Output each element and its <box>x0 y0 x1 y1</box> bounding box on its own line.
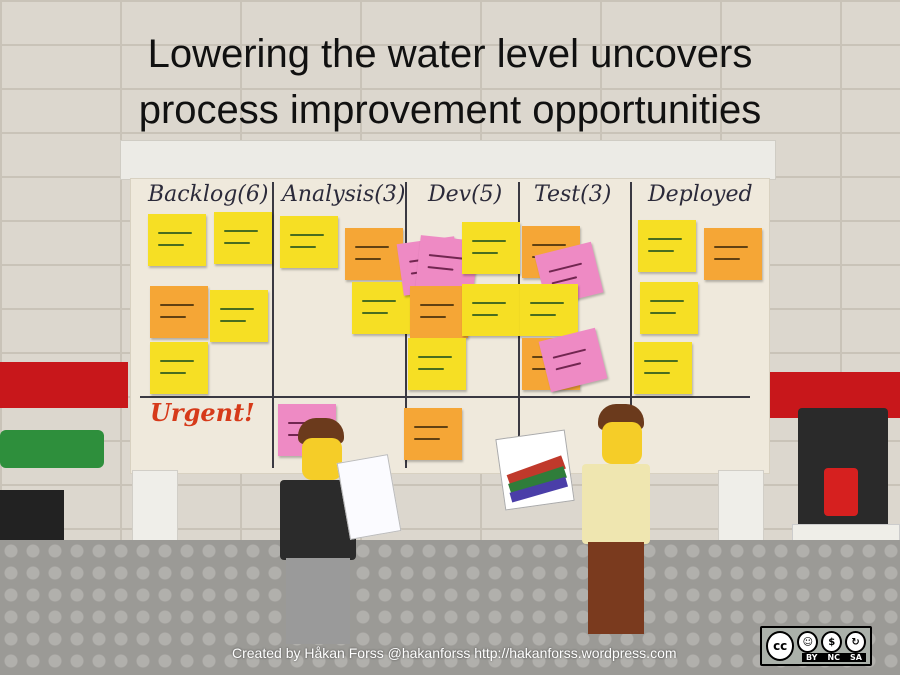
sticky-note <box>634 342 692 394</box>
cc-label-nc: NC <box>827 653 841 662</box>
sticky-note <box>150 286 208 338</box>
sticky-note <box>462 222 520 274</box>
column-header-dev: Dev(5) <box>428 182 503 207</box>
sa-icon: ↻ <box>845 631 866 653</box>
sticky-note <box>638 220 696 272</box>
cc-logo-icon: cc <box>766 631 795 661</box>
cc-label-sa: SA <box>850 653 862 662</box>
minifigure-head <box>302 438 342 480</box>
sticky-note <box>704 228 762 280</box>
minifigure-head <box>602 422 642 464</box>
sticky-note <box>408 338 466 390</box>
sticky-note <box>210 290 268 342</box>
title-line-1: Lowering the water level uncovers <box>147 32 753 76</box>
handheld-chart-card <box>495 429 575 511</box>
column-divider <box>630 182 632 468</box>
sticky-note <box>214 212 272 264</box>
urgent-lane-label: Urgent! <box>150 398 255 427</box>
minifigure-legs <box>286 558 350 644</box>
sticky-note <box>640 282 698 334</box>
sticky-note <box>352 282 410 334</box>
red-cup <box>824 468 858 516</box>
sticky-note <box>404 408 462 460</box>
red-wall-stripe <box>0 362 128 408</box>
cc-label-by: BY <box>806 653 818 662</box>
green-lego-plate <box>0 430 104 468</box>
column-header-test: Test(3) <box>534 182 612 207</box>
by-icon: ☺ <box>797 631 819 653</box>
sticky-note <box>150 342 208 394</box>
sticky-note <box>345 228 403 280</box>
sticky-note <box>462 284 520 336</box>
sticky-note <box>410 286 468 338</box>
urgent-lane-divider <box>140 396 750 398</box>
nc-icon: $ <box>821 631 843 653</box>
cc-license-labels: BY NC SA <box>802 653 866 662</box>
column-divider <box>272 182 274 468</box>
column-header-backlog: Backlog(6) <box>148 182 269 207</box>
minifigure-legs <box>588 542 644 634</box>
photo-credit: Created by Håkan Forss @hakanforss http:… <box>232 645 677 661</box>
minifigure-torso <box>582 464 650 544</box>
sticky-note <box>520 284 578 336</box>
sticky-note <box>148 214 206 266</box>
slide-title: Lowering the water level uncovers proces… <box>0 26 900 138</box>
board-top-rail <box>120 140 776 180</box>
column-header-analysis: Analysis(3) <box>282 182 406 207</box>
lego-baseplate-floor <box>0 540 900 675</box>
sticky-note <box>280 216 338 268</box>
title-line-2: process improvement opportunities <box>138 88 762 132</box>
creative-commons-badge: cc ☺ $ ↻ BY NC SA <box>760 626 872 666</box>
column-header-deployed: Deployed <box>648 182 753 207</box>
